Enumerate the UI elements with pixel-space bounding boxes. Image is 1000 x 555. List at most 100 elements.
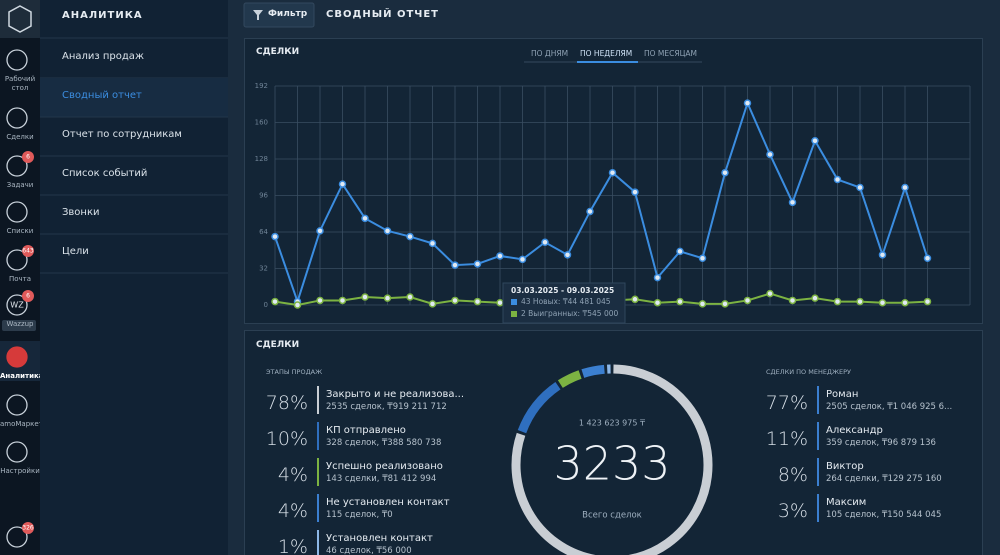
tab[interactable]: ПО ДНЯМ	[531, 49, 569, 58]
data-point[interactable]	[698, 254, 707, 262]
menu-item[interactable]: Отчет по сотрудникам	[62, 129, 182, 140]
data-point[interactable]	[833, 175, 842, 184]
data-point[interactable]	[406, 293, 414, 301]
nav-label[interactable]: Почта	[8, 275, 32, 283]
data-point[interactable]	[473, 297, 482, 306]
data-point[interactable]	[653, 298, 662, 307]
data-point[interactable]	[743, 296, 752, 305]
data-point[interactable]	[451, 261, 459, 269]
data-point[interactable]	[338, 180, 347, 188]
row-name[interactable]: Роман	[826, 389, 859, 400]
menu-item[interactable]: Сводный отчет	[62, 90, 142, 101]
data-point[interactable]	[316, 296, 324, 305]
data-point[interactable]	[473, 260, 482, 268]
tab[interactable]: ПО МЕСЯЦАМ	[644, 49, 698, 58]
data-point[interactable]	[383, 227, 392, 235]
data-point[interactable]	[766, 150, 774, 159]
data-point[interactable]	[923, 254, 932, 262]
data-point[interactable]	[901, 183, 909, 192]
data-point[interactable]	[563, 251, 572, 259]
data-point[interactable]	[811, 137, 819, 145]
data-point[interactable]	[676, 297, 684, 306]
data-point[interactable]	[721, 300, 729, 308]
data-point[interactable]	[631, 188, 639, 196]
filter-label[interactable]: Фильтр	[268, 9, 308, 19]
data-point[interactable]	[788, 296, 797, 305]
row-name[interactable]: Установлен контакт	[326, 533, 433, 544]
data-point[interactable]	[631, 295, 639, 304]
donut-segment[interactable]	[581, 364, 605, 378]
data-point[interactable]	[901, 298, 909, 307]
nav-icon[interactable]	[6, 201, 28, 223]
data-point[interactable]	[338, 296, 347, 305]
row-name[interactable]: Максим	[826, 497, 867, 508]
data-point[interactable]	[811, 294, 819, 302]
data-point[interactable]	[293, 301, 302, 309]
data-point[interactable]	[878, 298, 887, 307]
nav-icon[interactable]	[6, 346, 28, 368]
donut-segment[interactable]	[517, 381, 561, 434]
nav-icon[interactable]	[6, 107, 28, 129]
row-percent: 3%	[777, 500, 808, 522]
data-point[interactable]	[518, 255, 527, 264]
data-point[interactable]	[451, 296, 459, 305]
data-point[interactable]	[856, 183, 864, 192]
nav-label[interactable]: Задачи	[6, 181, 34, 189]
data-point[interactable]	[271, 232, 279, 241]
nav-label[interactable]: amoМаркет	[0, 420, 40, 428]
nav-label[interactable]: Аналитика	[0, 372, 40, 380]
menu-item[interactable]: Список событий	[62, 168, 148, 179]
data-point[interactable]	[586, 207, 594, 216]
nav-icon[interactable]	[6, 49, 28, 71]
data-point[interactable]	[428, 300, 437, 308]
data-point[interactable]	[788, 198, 797, 207]
data-point[interactable]	[653, 273, 662, 282]
data-point[interactable]	[428, 239, 437, 248]
nav-label[interactable]: Настройки	[0, 467, 40, 475]
data-point[interactable]	[721, 168, 729, 177]
nav-icon[interactable]	[6, 294, 28, 316]
data-point[interactable]	[271, 297, 279, 306]
row-name[interactable]: КП отправлено	[326, 425, 406, 436]
data-point[interactable]	[496, 252, 504, 260]
tab[interactable]: ПО НЕДЕЛЯМ	[580, 49, 633, 58]
data-point[interactable]	[878, 251, 887, 259]
data-point[interactable]	[923, 297, 932, 306]
nav-label[interactable]: Рабочий стол	[4, 75, 36, 92]
data-point[interactable]	[698, 300, 707, 308]
data-point[interactable]	[833, 297, 842, 306]
data-point[interactable]	[406, 232, 414, 241]
data-point[interactable]	[541, 238, 549, 247]
menu-active[interactable]	[40, 78, 228, 117]
data-point[interactable]	[856, 297, 864, 306]
menu-item[interactable]: Звонки	[62, 207, 100, 218]
filter-button[interactable]	[243, 2, 315, 28]
donut-segment[interactable]	[511, 364, 713, 555]
data-point[interactable]	[496, 298, 504, 307]
data-point[interactable]	[676, 247, 684, 256]
row-name[interactable]: Виктор	[826, 461, 864, 472]
data-point[interactable]	[361, 293, 369, 301]
menu-item[interactable]: Анализ продаж	[62, 51, 144, 62]
nav-label[interactable]: Сделки	[6, 133, 34, 141]
nav-icon[interactable]	[6, 394, 28, 416]
nav-icon[interactable]	[6, 441, 28, 463]
donut-segment[interactable]	[557, 370, 582, 388]
row-name[interactable]: Не установлен контакт	[326, 497, 450, 508]
row-name[interactable]: Александр	[826, 425, 883, 436]
data-point[interactable]	[766, 289, 774, 298]
row-name[interactable]: Закрыто и не реализова...	[326, 389, 465, 400]
nav-icon[interactable]	[6, 526, 28, 548]
nav-icon[interactable]	[6, 155, 28, 177]
menu-item[interactable]: Цели	[62, 246, 89, 257]
section-title: АНАЛИТИКА	[62, 10, 143, 21]
data-point[interactable]	[608, 168, 617, 177]
nav-label[interactable]: Wazzup	[6, 320, 34, 328]
data-point[interactable]	[743, 99, 752, 107]
nav-label[interactable]: Списки	[6, 227, 34, 235]
row-name[interactable]: Успешно реализовано	[326, 461, 443, 472]
data-point[interactable]	[383, 294, 392, 302]
nav-icon[interactable]	[6, 249, 28, 271]
data-point[interactable]	[361, 214, 369, 223]
data-point[interactable]	[316, 227, 324, 235]
